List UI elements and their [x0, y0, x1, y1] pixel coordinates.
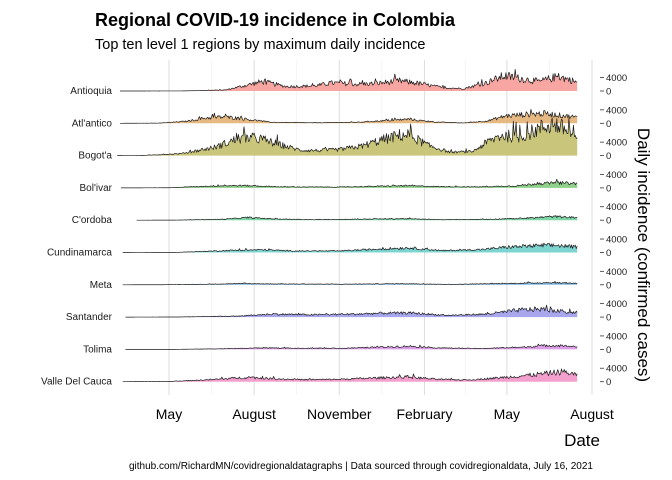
y-tick-label-0: 0 [606, 216, 611, 227]
y-axis-label: Daily incidence (confirmed cases) [634, 128, 653, 382]
series-line [122, 280, 578, 286]
ridge-santander: 0 4000 Santander [66, 299, 627, 323]
ridge-tolima: 0 4000 Tolima [83, 331, 627, 355]
x-tick-label: August [232, 406, 276, 422]
ridge-atl-antico: 0 4000 Atl'antico [72, 105, 627, 129]
y-tick-label-4000: 4000 [606, 105, 627, 116]
y-tick-label-0: 0 [606, 280, 611, 291]
series-line [122, 368, 578, 383]
series-area [125, 344, 578, 350]
ridge-bol-ivar: 0 4000 Bol'ivar [80, 170, 628, 194]
chart-caption: github.com/RichardMN/covidregionaldatagr… [129, 461, 593, 472]
series-area [119, 109, 578, 124]
x-gridlines [168, 60, 593, 395]
series-line [125, 343, 578, 350]
series-line [119, 69, 578, 92]
y-tick-label-0: 0 [606, 87, 611, 98]
ridge-valle-del-cauca: 0 4000 Valle Del Cauca [41, 364, 627, 388]
y-tick-label-4000: 4000 [606, 331, 627, 342]
x-tick-label: August [570, 406, 614, 422]
ridge-c-ordoba: 0 4000 C'ordoba [72, 202, 627, 226]
series-line [122, 242, 578, 253]
ridge-series: 0 4000 Antioquia 0 4000 Atl'antico 0 4000 Bogot'… [41, 69, 627, 388]
series-area [119, 69, 578, 91]
x-tick-label: May [494, 406, 520, 422]
series-line [119, 109, 578, 124]
series-line [120, 178, 578, 189]
y-tick-label-4000: 4000 [606, 267, 627, 278]
x-axis-label: Date [564, 431, 600, 450]
region-label: Bol'ivar [80, 183, 113, 194]
x-tick-label: February [396, 406, 452, 422]
series-line [117, 117, 578, 156]
series-area [122, 243, 578, 253]
y-tick-label-4000: 4000 [606, 299, 627, 310]
y-tick-label-0: 0 [606, 377, 611, 388]
y-tick-label-4000: 4000 [606, 138, 627, 149]
region-label: Tolima [83, 344, 112, 355]
y-tick-label-4000: 4000 [606, 202, 627, 213]
y-tick-label-0: 0 [606, 119, 611, 130]
y-tick-label-4000: 4000 [606, 364, 627, 375]
ridge-antioquia: 0 4000 Antioquia [70, 69, 627, 98]
chart-title: Regional COVID-19 incidence in Colombia [95, 10, 456, 30]
region-label: Cundinamarca [47, 248, 112, 259]
region-label: Meta [90, 280, 113, 291]
y-tick-label-0: 0 [606, 151, 611, 162]
series-area [136, 215, 578, 221]
series-area [117, 118, 578, 156]
region-label: Antioquia [70, 86, 112, 97]
ridge-bogot-a: 0 4000 Bogot'a [78, 117, 627, 162]
region-label: Santander [66, 312, 113, 323]
ridge-cundinamarca: 0 4000 Cundinamarca [47, 235, 627, 259]
y-tick-label-4000: 4000 [606, 73, 627, 84]
series-line [125, 304, 578, 318]
x-axis: May August November February May August [156, 406, 614, 422]
chart-subtitle: Top ten level 1 regions by maximum daily… [95, 37, 425, 53]
y-tick-label-0: 0 [606, 248, 611, 259]
series-area [125, 305, 578, 318]
y-tick-label-4000: 4000 [606, 235, 627, 246]
region-label: Bogot'a [78, 151, 112, 162]
region-label: Atl'antico [72, 118, 113, 129]
series-line [136, 215, 578, 221]
region-label: Valle Del Cauca [41, 377, 112, 388]
y-tick-label-0: 0 [606, 183, 611, 194]
y-tick-label-4000: 4000 [606, 170, 627, 181]
y-tick-label-0: 0 [606, 313, 611, 324]
x-tick-label: November [307, 406, 372, 422]
x-tick-label: May [156, 406, 182, 422]
ridge-meta: 0 4000 Meta [90, 267, 627, 291]
region-label: C'ordoba [72, 215, 113, 226]
y-tick-label-0: 0 [606, 345, 611, 356]
